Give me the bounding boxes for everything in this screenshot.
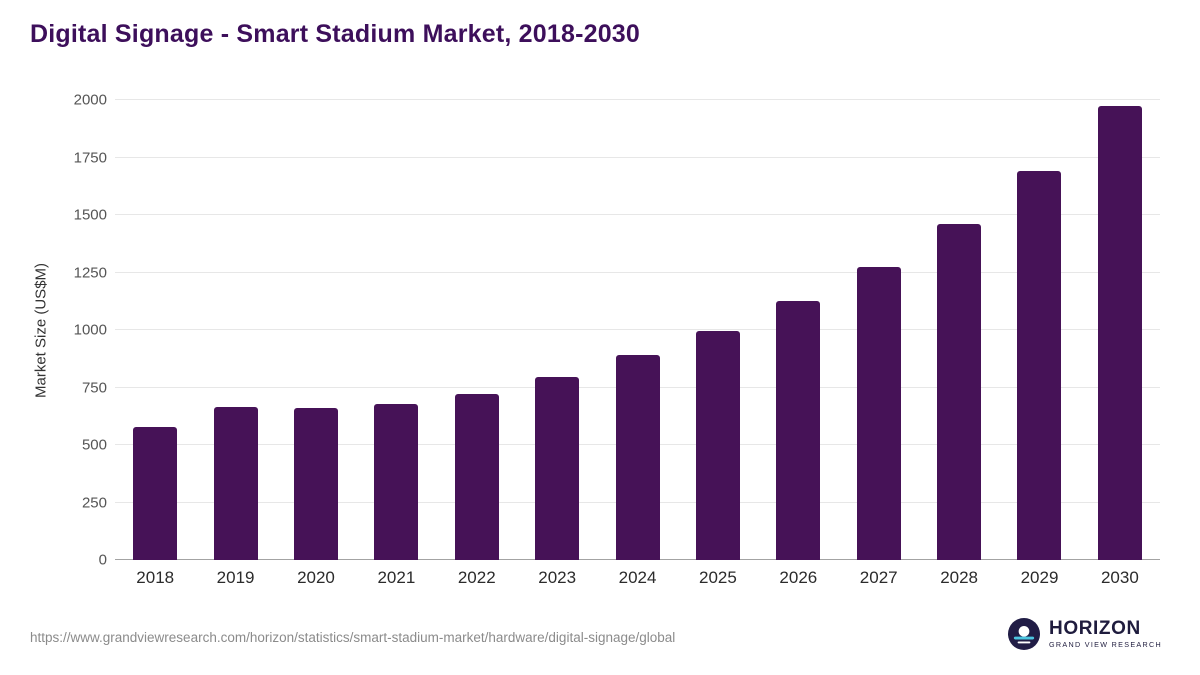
bar-2026 bbox=[776, 301, 821, 560]
bar-column-2026 bbox=[758, 100, 838, 560]
horizon-logo: HORIZON GRAND VIEW RESEARCH bbox=[1008, 618, 1162, 650]
gridline-1500 bbox=[115, 214, 1160, 215]
bar-column-2027 bbox=[839, 100, 919, 560]
y-tick-label-2000: 2000 bbox=[73, 91, 107, 109]
y-tick-label-1500: 1500 bbox=[73, 206, 107, 224]
bar-column-2019 bbox=[195, 100, 275, 560]
x-tick-label-2023: 2023 bbox=[538, 568, 577, 587]
y-tick-label-1000: 1000 bbox=[73, 321, 107, 339]
x-tick-label-2020: 2020 bbox=[297, 568, 335, 587]
y-axis-label: Market Size (US$M) bbox=[32, 262, 50, 398]
gridline-2000 bbox=[115, 99, 1160, 100]
horizon-logo-icon bbox=[1008, 618, 1041, 650]
y-tick-label-1250: 1250 bbox=[73, 264, 107, 281]
bar-2019 bbox=[213, 407, 258, 560]
bar-column-2021 bbox=[356, 100, 436, 560]
bar-2024 bbox=[615, 355, 660, 560]
x-tick-label-2026: 2026 bbox=[779, 568, 818, 587]
bar-2022 bbox=[454, 394, 499, 560]
bar-column-2029 bbox=[999, 100, 1079, 560]
x-tick-label-2028: 2028 bbox=[940, 568, 979, 587]
x-tick-label-2019: 2019 bbox=[216, 568, 255, 587]
gridline-1000 bbox=[115, 329, 1160, 330]
horizon-logo-subtitle: GRAND VIEW RESEARCH bbox=[1049, 639, 1162, 649]
plot-area bbox=[115, 99, 1160, 560]
bar-2027 bbox=[856, 266, 901, 560]
horizon-logo-text: HORIZON GRAND VIEW RESEARCH bbox=[1049, 618, 1162, 649]
bar-column-2018 bbox=[115, 100, 195, 560]
x-tick-label-2025: 2025 bbox=[699, 568, 737, 587]
y-tick-label-0: 0 bbox=[98, 551, 107, 569]
bar-column-2028 bbox=[919, 100, 999, 560]
bar-2020 bbox=[293, 407, 338, 560]
y-tick-label-750: 750 bbox=[81, 379, 107, 396]
bar-2023 bbox=[535, 377, 580, 560]
x-tick-label-2018: 2018 bbox=[136, 568, 175, 587]
bar-2021 bbox=[374, 403, 419, 560]
bar-2025 bbox=[695, 331, 740, 560]
bar-2028 bbox=[937, 224, 982, 560]
gridline-1750 bbox=[115, 156, 1160, 158]
x-tick-label-2027: 2027 bbox=[859, 568, 898, 587]
chart-title: Digital Signage - Smart Stadium Market, … bbox=[30, 20, 641, 48]
bar-column-2022 bbox=[437, 100, 517, 560]
x-tick-label-2022: 2022 bbox=[457, 568, 496, 587]
gridline-1250 bbox=[115, 271, 1160, 273]
y-axis: 0 250 500 750 1000 1250 1500 1750 2000 bbox=[55, 92, 107, 569]
bar-2018 bbox=[133, 426, 178, 560]
x-axis: 2018 2019 2020 2021 2022 2023 2024 2025 2026 2027… bbox=[115, 568, 1160, 588]
x-tick-label-2024: 2024 bbox=[618, 568, 657, 587]
y-tick-label-250: 250 bbox=[81, 494, 107, 511]
bar-2030 bbox=[1097, 105, 1142, 560]
y-tick-label-500: 500 bbox=[81, 436, 107, 454]
bars-container bbox=[115, 100, 1160, 560]
bar-2029 bbox=[1017, 171, 1062, 560]
bar-column-2023 bbox=[517, 100, 597, 560]
x-tick-label-2029: 2029 bbox=[1020, 568, 1059, 587]
bar-column-2020 bbox=[276, 100, 356, 560]
source-url: https://www.grandviewresearch.com/horizo… bbox=[30, 630, 676, 645]
horizon-logo-name: HORIZON bbox=[1049, 618, 1141, 640]
bar-column-2030 bbox=[1080, 100, 1160, 560]
bar-column-2024 bbox=[597, 100, 677, 560]
y-tick-label-1750: 1750 bbox=[73, 149, 107, 166]
x-tick-label-2021: 2021 bbox=[377, 568, 416, 587]
x-tick-label-2030: 2030 bbox=[1100, 568, 1139, 587]
bar-column-2025 bbox=[678, 100, 758, 560]
